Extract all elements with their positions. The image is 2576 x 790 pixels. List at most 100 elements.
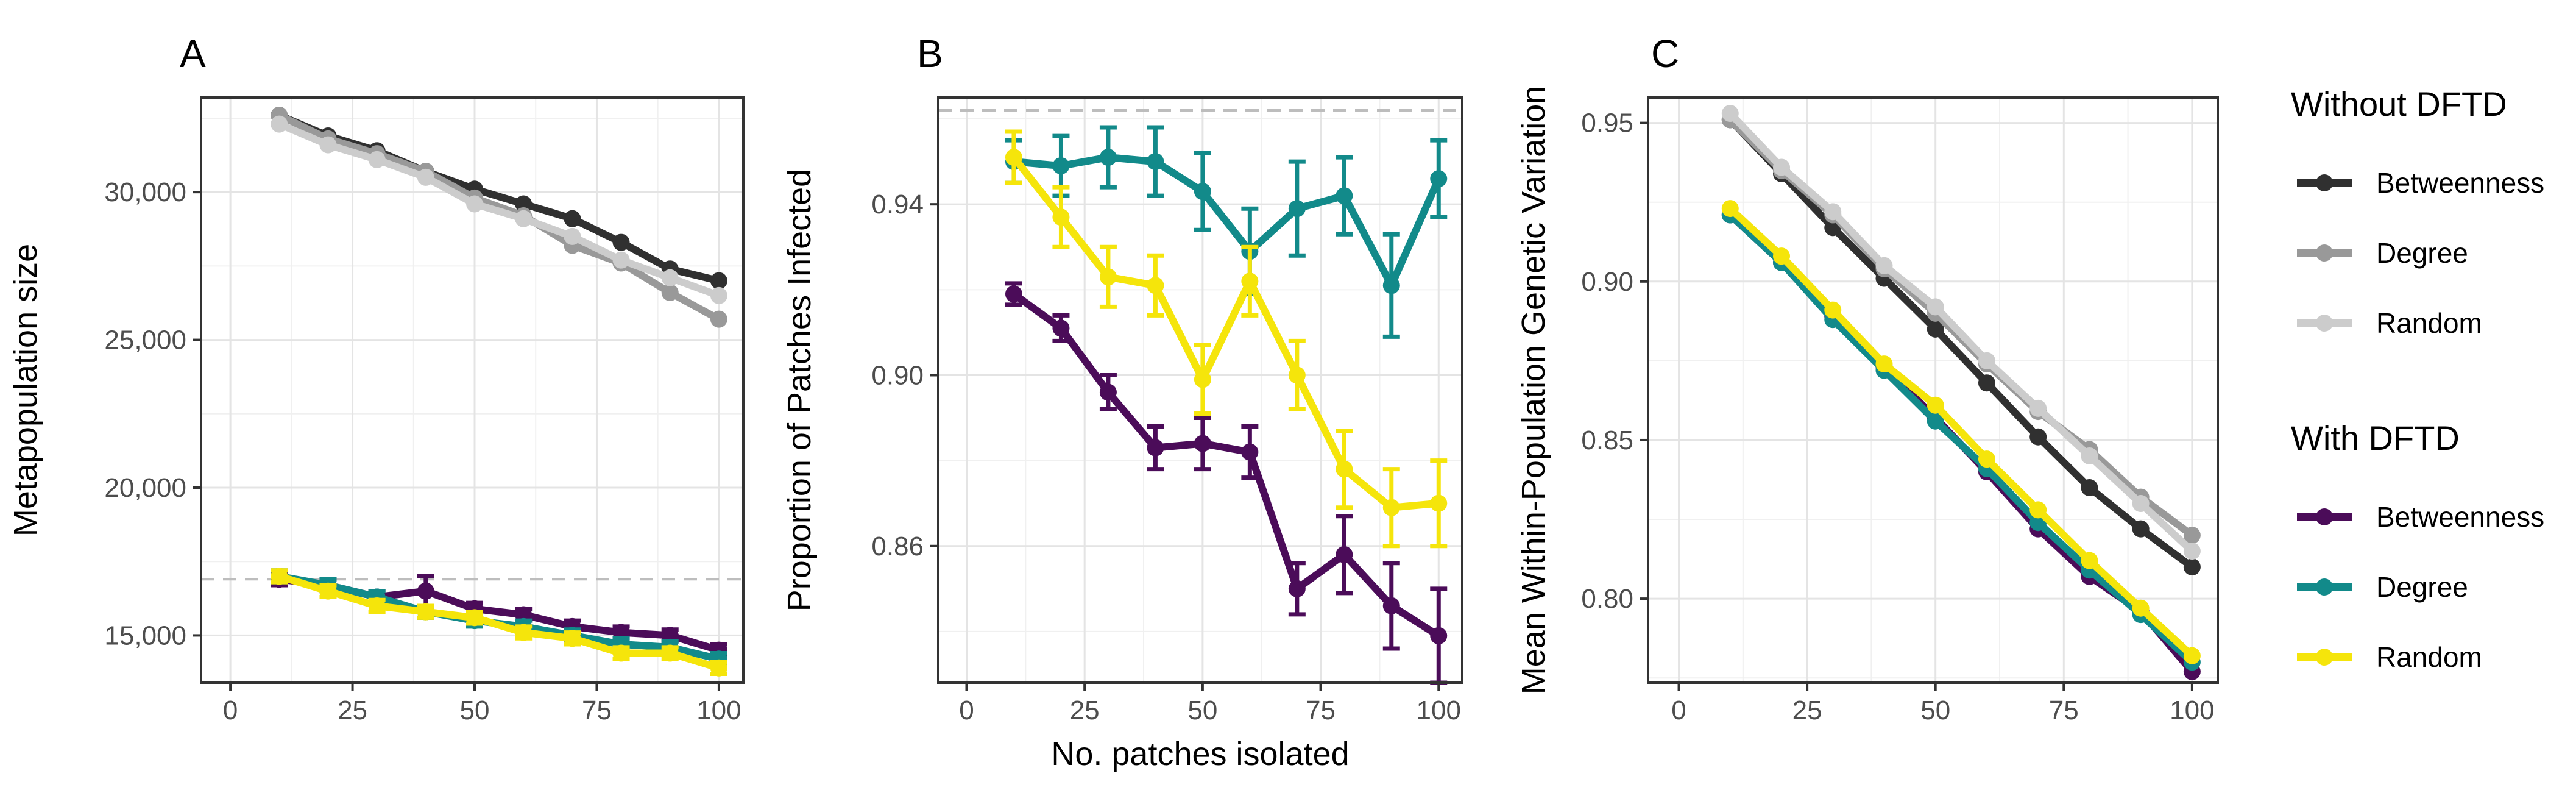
data-point: [564, 210, 581, 227]
y-tick-label: 0.80: [1581, 584, 1633, 614]
series-line: [1726, 110, 2196, 555]
data-point: [368, 597, 386, 614]
data-point: [1875, 355, 1893, 373]
data-point: [1005, 149, 1022, 166]
panel-a: 0 25 50 75 100 15,000 20,000 25,000 30,000 A Metap…: [7, 32, 745, 725]
legend-swatch-point: [2316, 578, 2333, 596]
panel-border: [937, 96, 1463, 684]
y-tick-label: 30,000: [104, 177, 186, 207]
data-point: [1147, 439, 1164, 457]
data-point: [1430, 627, 1448, 644]
data-point: [1721, 200, 1739, 218]
x-tick-label: 50: [460, 696, 490, 725]
legend-item-label: Degree: [2376, 571, 2468, 603]
series-line: [275, 120, 723, 299]
data-point: [1241, 272, 1259, 290]
data-point: [2183, 558, 2201, 576]
data-point: [1099, 268, 1117, 286]
legend-swatch-point: [2316, 315, 2333, 332]
panel-label: C: [1651, 32, 1679, 76]
panel-border: [1647, 96, 2219, 684]
data-point: [1099, 383, 1117, 401]
panel-border: [200, 96, 745, 684]
legend-swatch-point: [2316, 508, 2333, 525]
data-point: [1194, 371, 1211, 388]
data-point: [661, 269, 679, 286]
data-point: [417, 582, 434, 600]
data-point: [1430, 494, 1448, 512]
panel-label: A: [180, 32, 206, 76]
data-point: [1978, 450, 1995, 468]
data-point: [271, 568, 288, 585]
data-point: [2183, 527, 2201, 544]
series-line: [275, 112, 723, 323]
data-point: [1241, 443, 1259, 461]
data-point: [2081, 447, 2098, 464]
data-point: [1978, 352, 1995, 369]
y-axis-title: Mean Within-Population Genetic Variation: [1515, 86, 1552, 695]
data-point: [1336, 460, 1353, 478]
series-line: [1726, 211, 2196, 666]
data-point: [612, 251, 630, 269]
series-random: [1005, 129, 1448, 549]
data-point: [2132, 599, 2150, 617]
y-tick-label: 0.94: [871, 190, 924, 219]
series-without-dftd-random: [1721, 105, 2201, 560]
x-tick-label: 100: [2170, 696, 2214, 725]
data-point: [1927, 412, 1944, 430]
series-with-dftd-random: [1721, 200, 2201, 664]
data-point: [2183, 647, 2201, 664]
data-point: [1382, 499, 1400, 516]
data-point: [2081, 479, 2098, 496]
data-point: [1005, 285, 1022, 303]
x-tick-label: 0: [223, 696, 238, 725]
legend-title: Without DFTD: [2291, 85, 2507, 123]
legend-swatch-point: [2316, 649, 2333, 666]
data-point: [564, 227, 581, 245]
data-point: [1382, 277, 1400, 294]
data-point: [1052, 319, 1070, 337]
data-point: [368, 151, 386, 168]
legend-title: With DFTD: [2291, 419, 2460, 457]
x-tick-label: 75: [2049, 696, 2079, 725]
y-tick-label: 25,000: [104, 326, 186, 355]
data-point: [564, 630, 581, 647]
data-point: [1721, 105, 1739, 123]
data-point: [1194, 183, 1211, 201]
data-point: [1052, 157, 1070, 175]
legend-group-without-dftd: Without DFTD Betweenness Degree Random: [2291, 85, 2544, 339]
series-without-dftd-random: [271, 115, 727, 304]
data-point: [1288, 580, 1306, 597]
y-axis-title: Metapopulation size: [7, 244, 44, 536]
legend-item-label: Betweenness: [2376, 501, 2544, 533]
data-point: [1773, 158, 1791, 176]
data-point: [1927, 298, 1944, 316]
data-point: [319, 136, 337, 154]
legend-item-label: Random: [2376, 307, 2482, 339]
x-tick-label: 0: [1671, 696, 1686, 725]
x-tick-label: 25: [1070, 696, 1100, 725]
data-point: [417, 603, 434, 621]
data-point: [612, 644, 630, 662]
data-point: [2132, 520, 2150, 538]
panel-c: 0 25 50 75 100 0.80 0.85 0.90 0.95 C Mean Within-P…: [1515, 32, 2219, 725]
y-tick-label: 0.86: [871, 532, 924, 561]
data-point: [1927, 320, 1944, 338]
series-with-dftd-random: [271, 568, 727, 677]
data-point: [710, 272, 727, 290]
series-line: [1010, 154, 1443, 290]
data-point: [2029, 399, 2047, 417]
data-point: [1773, 247, 1791, 265]
data-point: [1288, 366, 1306, 384]
x-tick-label: 25: [1792, 696, 1822, 725]
data-point: [1382, 597, 1400, 614]
legend-item-label: Random: [2376, 641, 2482, 673]
y-tick-label: 0.95: [1581, 109, 1633, 138]
legend-group-with-dftd: With DFTD Betweenness Degree Random: [2291, 419, 2544, 673]
legend: Without DFTDBetweennessDegreeRandomWith …: [2291, 85, 2544, 673]
y-tick-label: 20,000: [104, 473, 186, 503]
series-line: [1010, 290, 1443, 639]
x-tick-label: 0: [959, 696, 974, 725]
x-tick-label: 75: [1306, 696, 1336, 725]
